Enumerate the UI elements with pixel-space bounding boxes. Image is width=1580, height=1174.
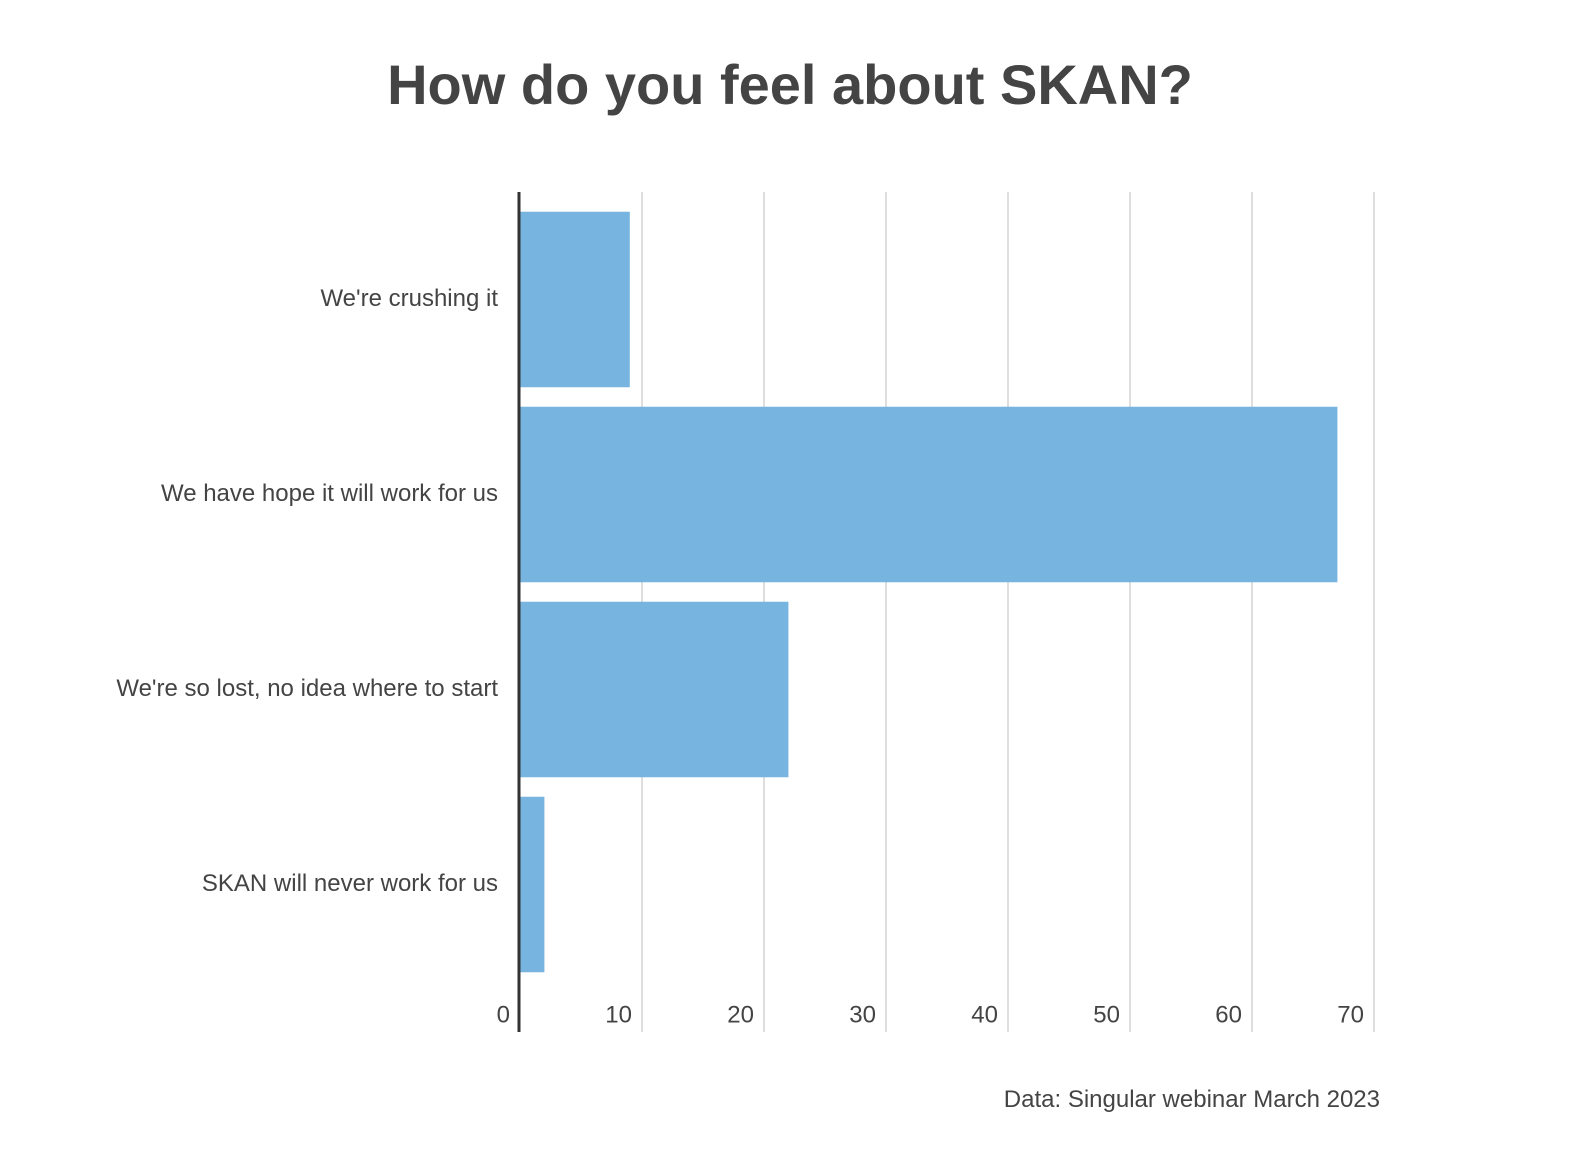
chart-title: How do you feel about SKAN?: [387, 53, 1193, 116]
x-tick-label-0: 0: [497, 1001, 510, 1028]
bar-1: [520, 211, 630, 388]
x-tick-label-20: 20: [727, 1001, 754, 1028]
source-note: Data: Singular webinar March 2023: [1003, 1086, 1380, 1113]
category-label-3: We're so lost, no idea where to start: [116, 675, 498, 702]
x-tick-label-40: 40: [971, 1001, 998, 1028]
bars: [520, 211, 1338, 973]
x-tick-label-50: 50: [1093, 1001, 1120, 1028]
x-tick-label-10: 10: [605, 1001, 632, 1028]
bar-2: [520, 406, 1338, 583]
x-tick-label-60: 60: [1215, 1001, 1242, 1028]
category-label-4: SKAN will never work for us: [202, 870, 498, 897]
category-labels: We're crushing it We have hope it will wo…: [116, 285, 498, 897]
x-tick-labels: 0 10 20 30 40 50 60 70: [497, 1001, 1364, 1028]
category-label-1: We're crushing it: [320, 285, 498, 312]
x-tick-label-70: 70: [1337, 1001, 1364, 1028]
category-label-2: We have hope it will work for us: [161, 480, 498, 507]
x-tick-label-30: 30: [849, 1001, 876, 1028]
bar-3: [520, 601, 789, 778]
bar-4: [520, 796, 545, 973]
